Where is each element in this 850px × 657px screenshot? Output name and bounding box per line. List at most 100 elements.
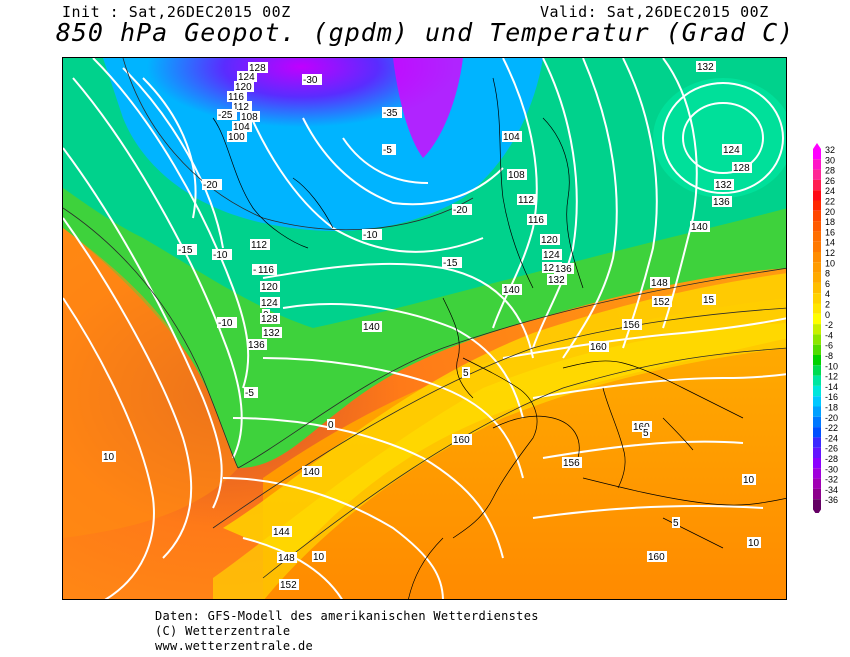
contour-label: 120 [541,235,558,246]
contour-label: 10 [313,552,325,563]
contour-label: -10 [213,250,228,261]
legend-label: -18 [825,403,838,413]
south-field [263,298,786,599]
contour-label: 5 [643,428,649,439]
legend-swatch [813,365,821,376]
contour-label: 140 [503,285,520,296]
contour-label-bg [652,296,672,307]
contour-label: 112 [251,240,267,251]
valid-time: Valid: Sat,26DEC2015 00Z [540,3,769,21]
legend-swatch [813,416,821,428]
contour-label: -35 [383,108,398,119]
contour-label-bg [217,109,237,120]
legend-swatch [813,324,821,335]
legend-label: 22 [825,197,835,207]
contour-label: -30 [303,75,318,86]
legend-label: -14 [825,382,838,392]
contour-label: 160 [590,342,607,353]
contour-label: -15 [178,245,193,256]
legend-label: -24 [825,433,838,443]
contour-label: 116 [528,215,544,226]
contour-label: 5 [463,368,469,379]
contour-label: 160 [633,422,650,433]
contour-label: 144 [273,527,290,538]
legend-label: -6 [825,341,833,351]
legend-swatch [813,159,821,170]
contour-label: -25 [218,110,233,121]
contour-label-bg [302,466,322,477]
contour-label-bg [696,61,716,72]
contour-label-bg [452,204,472,215]
contour-label-bg [382,144,396,155]
legend-swatch [813,190,821,201]
contour-label-bg [362,229,382,240]
contour-labels: 128124120116112108104100-25-30-35-20-15-… [102,61,761,591]
legend-label: -4 [825,330,833,340]
contour-label: 108 [508,170,525,181]
legend-label: -10 [825,361,838,371]
contour-label-bg [227,91,247,102]
weather-map: 128 124 120 116 112 108 104 100 -25 -30 -35 -20 -15-… [62,57,787,600]
contour-label: 104 [233,122,250,133]
contour-label-bg [632,421,652,432]
contour-label-bg [742,474,756,485]
contour-label: 10 [748,538,760,549]
contour-label-bg [690,221,710,232]
contour-label-bg [622,319,642,330]
legend-label: 6 [825,279,830,289]
contour-label: 136 [555,264,572,275]
contour-label-bg [542,249,562,260]
contour-label-bg [562,457,582,468]
contour-label-bg [232,121,252,132]
contour-label: 148 [651,278,668,289]
footer-url: www.wetterzentrale.de [155,639,314,653]
init-time: Init : Sat,26DEC2015 00Z [62,3,291,21]
contour-label: 140 [363,322,380,333]
contour-label-bg [260,313,280,324]
contour-label: 124 [238,72,255,83]
contour-label: 100 [228,132,245,143]
contour-label: 5 [673,518,679,529]
contour-label-bg [272,526,292,537]
legend-swatch [813,458,821,469]
legend-label: -36 [825,495,838,505]
ne-cool-patch [653,78,786,198]
contour-label: 132 [548,275,565,286]
legend-label: 18 [825,217,835,227]
contour-label: 160 [453,435,470,446]
contour-label-bg [547,274,567,285]
legend-swatch [813,427,821,438]
legend-swatch [813,272,821,283]
legend-bottom-arrow [813,509,821,516]
contour-label-bg [257,264,277,275]
legend-swatch [813,200,821,211]
legend-label: -8 [825,351,833,361]
map-title: 850 hPa Geopot. (gpdm) und Temperatur (G… [55,18,795,47]
contour-label: 132 [697,62,714,73]
contour-label-bg [177,244,197,255]
legend-top-arrow [813,143,821,149]
contour-label: 124 [723,145,740,156]
contour-label: 136 [713,197,730,208]
contour-label-bg [212,249,232,260]
contour-label: 10 [743,475,755,486]
legend-label: -34 [825,485,838,495]
legend-swatch [813,355,821,366]
legend-label: -22 [825,423,838,433]
contour-label: -20 [453,205,468,216]
legend-label: -28 [825,454,838,464]
contour-label-bg [542,262,562,273]
contour-label: 136 [248,340,265,351]
contour-label-bg [237,71,257,82]
contour-label-bg [250,239,270,250]
legend-label: 16 [825,227,835,237]
legend-label: 2 [825,300,830,310]
contour-label: 0 [328,420,334,431]
contour-label: 120 [261,282,278,293]
contour-label-bg [247,339,267,350]
legend-label: 26 [825,176,835,186]
contour-label: 132 [715,180,732,191]
contour-label: 10 [103,452,115,463]
contour-label-bg [502,131,522,142]
contour-label: -10 [363,230,378,241]
